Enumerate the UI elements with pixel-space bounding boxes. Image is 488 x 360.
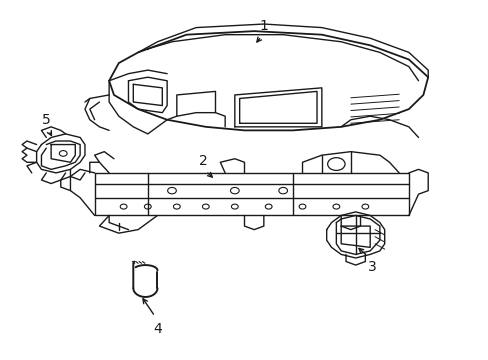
Text: 3: 3 xyxy=(367,260,376,274)
Text: 2: 2 xyxy=(199,154,207,168)
Text: 5: 5 xyxy=(42,113,51,127)
Text: 1: 1 xyxy=(259,19,268,33)
Text: 4: 4 xyxy=(153,322,162,336)
